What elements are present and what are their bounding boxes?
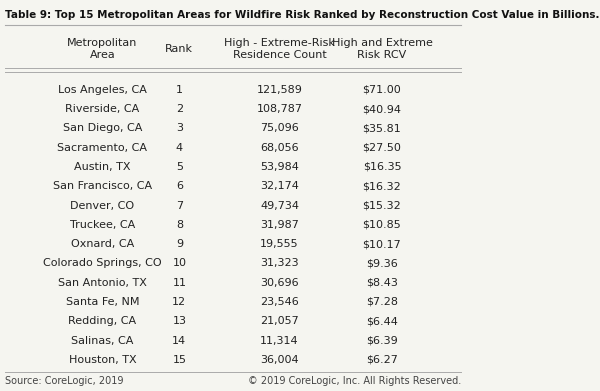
Text: Houston, TX: Houston, TX bbox=[68, 355, 136, 365]
Text: 2: 2 bbox=[176, 104, 183, 114]
Text: $10.17: $10.17 bbox=[362, 239, 401, 249]
Text: Sacramento, CA: Sacramento, CA bbox=[58, 143, 148, 152]
Text: High and Extreme
Risk RCV: High and Extreme Risk RCV bbox=[332, 38, 433, 60]
Text: Source: CoreLogic, 2019: Source: CoreLogic, 2019 bbox=[5, 376, 123, 386]
Text: High - Extreme-Risk
Residence Count: High - Extreme-Risk Residence Count bbox=[224, 38, 335, 60]
Text: 23,546: 23,546 bbox=[260, 297, 299, 307]
Text: 11: 11 bbox=[172, 278, 187, 288]
Text: $6.27: $6.27 bbox=[366, 355, 398, 365]
Text: $15.32: $15.32 bbox=[362, 201, 401, 210]
Text: 31,987: 31,987 bbox=[260, 220, 299, 230]
Text: Santa Fe, NM: Santa Fe, NM bbox=[66, 297, 139, 307]
Text: 14: 14 bbox=[172, 335, 187, 346]
Text: 53,984: 53,984 bbox=[260, 162, 299, 172]
Text: San Antonio, TX: San Antonio, TX bbox=[58, 278, 147, 288]
Text: $6.44: $6.44 bbox=[366, 316, 398, 326]
Text: Metropolitan
Area: Metropolitan Area bbox=[67, 38, 137, 60]
Text: San Francisco, CA: San Francisco, CA bbox=[53, 181, 152, 191]
Text: Oxnard, CA: Oxnard, CA bbox=[71, 239, 134, 249]
Text: 21,057: 21,057 bbox=[260, 316, 299, 326]
Text: 32,174: 32,174 bbox=[260, 181, 299, 191]
Text: Austin, TX: Austin, TX bbox=[74, 162, 131, 172]
Text: $16.35: $16.35 bbox=[362, 162, 401, 172]
Text: 15: 15 bbox=[172, 355, 187, 365]
Text: 30,696: 30,696 bbox=[260, 278, 299, 288]
Text: 10: 10 bbox=[172, 258, 187, 268]
Text: Table 9: Top 15 Metropolitan Areas for Wildfire Risk Ranked by Reconstruction Co: Table 9: Top 15 Metropolitan Areas for W… bbox=[5, 10, 599, 20]
Text: 49,734: 49,734 bbox=[260, 201, 299, 210]
Text: Los Angeles, CA: Los Angeles, CA bbox=[58, 85, 147, 95]
Text: Salinas, CA: Salinas, CA bbox=[71, 335, 134, 346]
Text: $8.43: $8.43 bbox=[366, 278, 398, 288]
Text: $40.94: $40.94 bbox=[362, 104, 401, 114]
Text: $6.39: $6.39 bbox=[366, 335, 398, 346]
Text: 9: 9 bbox=[176, 239, 183, 249]
Text: 6: 6 bbox=[176, 181, 183, 191]
Text: 5: 5 bbox=[176, 162, 183, 172]
Text: $71.00: $71.00 bbox=[362, 85, 401, 95]
Text: Colorado Springs, CO: Colorado Springs, CO bbox=[43, 258, 162, 268]
Text: 8: 8 bbox=[176, 220, 183, 230]
Text: 68,056: 68,056 bbox=[260, 143, 299, 152]
Text: 7: 7 bbox=[176, 201, 183, 210]
Text: 36,004: 36,004 bbox=[260, 355, 299, 365]
Text: 75,096: 75,096 bbox=[260, 124, 299, 133]
Text: $10.85: $10.85 bbox=[362, 220, 401, 230]
Text: 121,589: 121,589 bbox=[257, 85, 302, 95]
Text: 4: 4 bbox=[176, 143, 183, 152]
Text: 12: 12 bbox=[172, 297, 187, 307]
Text: Redding, CA: Redding, CA bbox=[68, 316, 137, 326]
Text: $7.28: $7.28 bbox=[366, 297, 398, 307]
Text: 1: 1 bbox=[176, 85, 183, 95]
Text: Riverside, CA: Riverside, CA bbox=[65, 104, 140, 114]
Text: 3: 3 bbox=[176, 124, 183, 133]
Text: © 2019 CoreLogic, Inc. All Rights Reserved.: © 2019 CoreLogic, Inc. All Rights Reserv… bbox=[248, 376, 461, 386]
Text: Denver, CO: Denver, CO bbox=[70, 201, 134, 210]
Text: $9.36: $9.36 bbox=[366, 258, 398, 268]
Text: 19,555: 19,555 bbox=[260, 239, 299, 249]
Text: 108,787: 108,787 bbox=[257, 104, 302, 114]
Text: Truckee, CA: Truckee, CA bbox=[70, 220, 135, 230]
Text: San Diego, CA: San Diego, CA bbox=[63, 124, 142, 133]
Text: $16.32: $16.32 bbox=[362, 181, 401, 191]
Text: $27.50: $27.50 bbox=[362, 143, 401, 152]
Text: $35.81: $35.81 bbox=[362, 124, 401, 133]
Text: 13: 13 bbox=[172, 316, 187, 326]
Text: 31,323: 31,323 bbox=[260, 258, 299, 268]
Text: Rank: Rank bbox=[166, 44, 193, 54]
Text: 11,314: 11,314 bbox=[260, 335, 299, 346]
